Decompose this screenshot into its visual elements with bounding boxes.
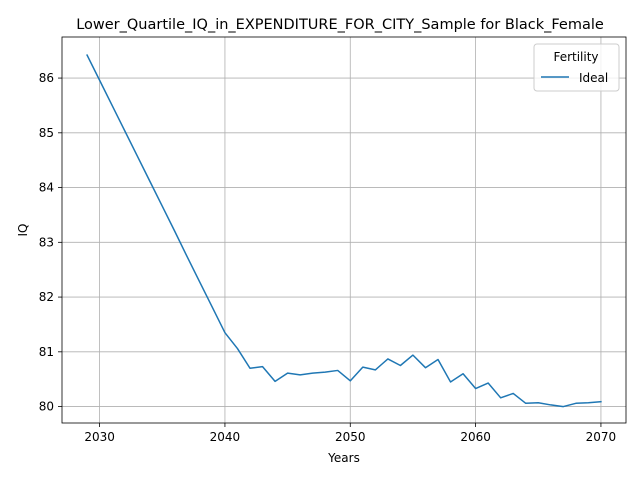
legend-title: Fertility <box>553 50 598 64</box>
legend: Fertility Ideal <box>533 43 620 92</box>
y-tick-label: 80 <box>39 400 54 414</box>
axis-ticks: 2030 2040 2050 2060 2070 80 81 82 83 84 85 86 <box>39 71 616 444</box>
x-tick-label: 2040 <box>210 430 241 444</box>
y-tick-label: 86 <box>39 71 54 85</box>
y-tick-label: 84 <box>39 181 54 195</box>
x-tick-label: 2060 <box>460 430 491 444</box>
axes-frame <box>61 36 627 424</box>
y-tick-label: 83 <box>39 235 54 249</box>
series-lines <box>86 54 602 408</box>
legend-label-ideal: Ideal <box>579 71 608 85</box>
y-tick-label: 81 <box>39 345 54 359</box>
x-tick-label: 2030 <box>84 430 115 444</box>
series-line-ideal <box>86 54 602 408</box>
grid <box>62 37 626 423</box>
y-axis-label: IQ <box>16 224 30 237</box>
x-tick-label: 2050 <box>335 430 366 444</box>
chart-title: Lower_Quartile_IQ_in_EXPENDITURE_FOR_CIT… <box>76 17 604 33</box>
legend-box <box>533 43 620 92</box>
y-tick-label: 82 <box>39 290 54 304</box>
y-tick-label: 85 <box>39 126 54 140</box>
x-tick-label: 2070 <box>586 430 617 444</box>
x-axis-label: Years <box>327 451 360 465</box>
